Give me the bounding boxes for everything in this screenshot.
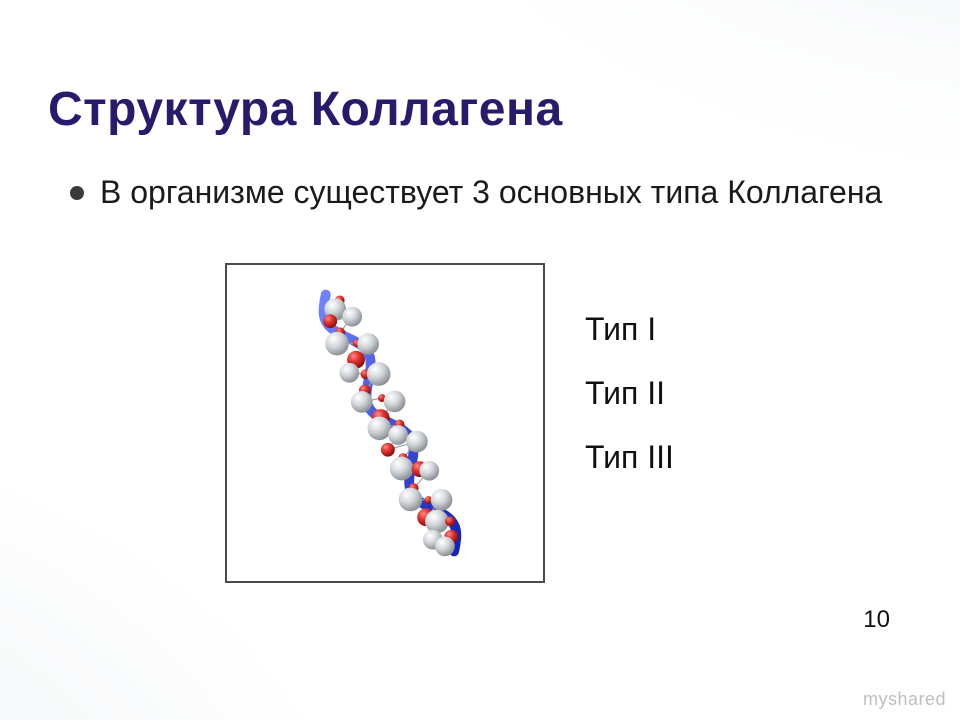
slide: Структура Коллагена В организме существу… xyxy=(0,0,960,720)
page-number: 10 xyxy=(863,606,890,634)
bullet-dot-icon xyxy=(70,186,84,200)
type-item-1: Тип I xyxy=(585,297,674,361)
bullet-row: В организме существует 3 основных типа К… xyxy=(70,172,890,212)
page-title: Структура Коллагена xyxy=(48,82,563,137)
type-item-3: Тип III xyxy=(585,425,674,489)
types-list: Тип I Тип II Тип III xyxy=(585,297,674,489)
bullet-text: В организме существует 3 основных типа К… xyxy=(100,172,882,212)
watermark-text: myshared xyxy=(863,689,946,710)
collagen-image-frame xyxy=(225,263,545,583)
collagen-molecule-icon xyxy=(227,265,543,581)
type-item-2: Тип II xyxy=(585,361,674,425)
